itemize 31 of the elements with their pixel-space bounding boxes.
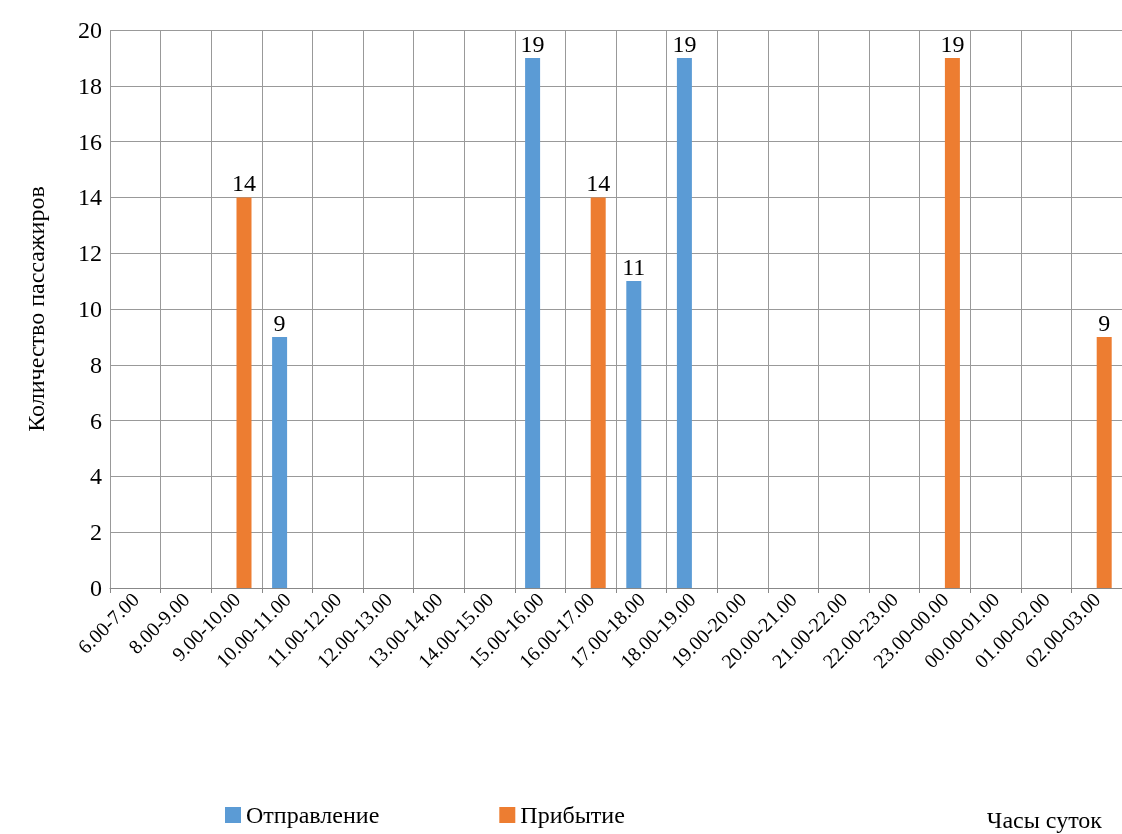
y-tick-label: 4 — [90, 463, 102, 490]
bar — [626, 281, 642, 588]
y-tick-label: 10 — [78, 296, 102, 322]
y-tick-label: 0 — [90, 575, 102, 601]
y-tick-label: 14 — [78, 184, 102, 211]
data-label: 19 — [672, 30, 697, 57]
data-label: 19 — [940, 30, 965, 57]
y-tick-label: 8 — [90, 351, 102, 378]
bar — [676, 57, 692, 588]
bar — [590, 197, 606, 588]
y-tick-label: 16 — [78, 128, 102, 155]
legend-label: Отправление — [246, 802, 380, 828]
text: Часы суток — [986, 807, 1103, 833]
data-label: 9 — [1098, 309, 1111, 336]
data-label: 11 — [622, 254, 646, 281]
y-tick-label: 2 — [90, 519, 102, 546]
bar — [236, 197, 252, 588]
y-tick-label: 12 — [78, 240, 102, 267]
bar — [1096, 336, 1112, 588]
data-label: 14 — [586, 170, 611, 197]
bar — [944, 57, 960, 588]
data-label: 14 — [232, 170, 256, 197]
legend-label: Прибытие — [520, 802, 625, 828]
bar — [272, 336, 288, 588]
bar — [525, 57, 541, 588]
data-label: 9 — [273, 309, 286, 336]
y-tick-label: 18 — [78, 72, 102, 99]
y-tick-label: 6 — [90, 407, 102, 434]
data-label: 19 — [520, 30, 545, 57]
y-tick-label: 20 — [78, 17, 102, 43]
y-axis-title: Количество пассажиров — [23, 186, 49, 432]
